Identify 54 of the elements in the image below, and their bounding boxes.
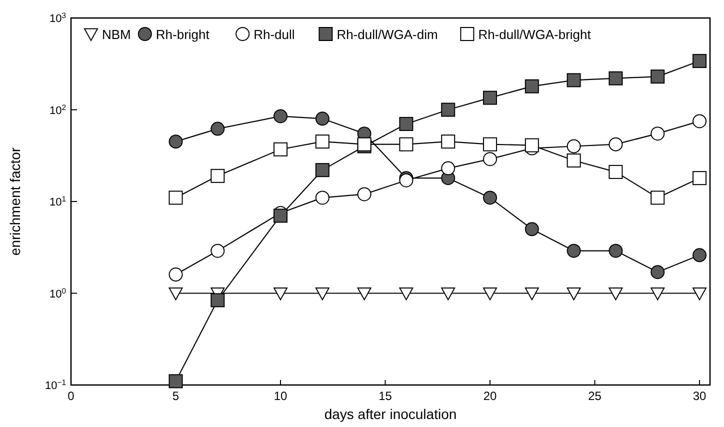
- point: [168, 134, 183, 149]
- point: [315, 163, 330, 178]
- point: [566, 244, 581, 258]
- x-tick-label: 5: [172, 389, 180, 403]
- point: [692, 54, 707, 68]
- point: [650, 288, 665, 300]
- point: [692, 288, 707, 300]
- legend-label: Rh-dull/WGA-dim: [336, 27, 438, 42]
- point: [441, 102, 456, 117]
- legend-label: NBM: [102, 27, 131, 42]
- x-tick-label: 20: [483, 389, 498, 403]
- point: [168, 374, 183, 388]
- point: [608, 288, 623, 300]
- x-axis-title: days after inoculation: [324, 406, 457, 422]
- legend-label: Rh-dull: [254, 27, 295, 42]
- point: [524, 288, 539, 300]
- point: [483, 288, 498, 300]
- point: [357, 288, 372, 300]
- point: [566, 73, 581, 88]
- point: [483, 90, 498, 105]
- x-tick-label: 0: [68, 389, 75, 403]
- point: [274, 109, 288, 124]
- x-tick-label: 25: [588, 389, 602, 403]
- x-tick-label: 15: [378, 389, 392, 403]
- y-tick-label: 10$^{−1}$: [44, 378, 66, 392]
- x-tick-label: 10: [274, 389, 288, 403]
- point: [608, 71, 623, 86]
- x-tick-label: 30: [692, 389, 707, 403]
- point: [274, 208, 288, 223]
- legend-label: Rh-dull/WGA-bright: [478, 27, 592, 42]
- point: [566, 288, 581, 300]
- point: [399, 288, 414, 300]
- point: [483, 190, 498, 205]
- y-tick-label: 10$^{0}$: [49, 286, 66, 300]
- point: [650, 70, 665, 84]
- point: [399, 116, 414, 131]
- y-tick-label: 10$^{2}$: [49, 102, 66, 117]
- point: [210, 293, 225, 308]
- point: [524, 138, 539, 152]
- point: [650, 265, 665, 280]
- point: [524, 79, 539, 94]
- point: [315, 112, 330, 126]
- point: [168, 288, 183, 300]
- point: [692, 248, 707, 262]
- y-tick-label: 10$^{3}$: [49, 10, 66, 25]
- point: [524, 222, 539, 236]
- y-tick-label: 10$^{1}$: [49, 194, 66, 208]
- point: [274, 288, 288, 300]
- point: [608, 244, 623, 258]
- y-axis-title: enrichment factor: [7, 147, 23, 256]
- legend-label: Rh-bright: [156, 27, 210, 42]
- point: [210, 122, 225, 136]
- point: [441, 288, 456, 300]
- point: [315, 288, 330, 300]
